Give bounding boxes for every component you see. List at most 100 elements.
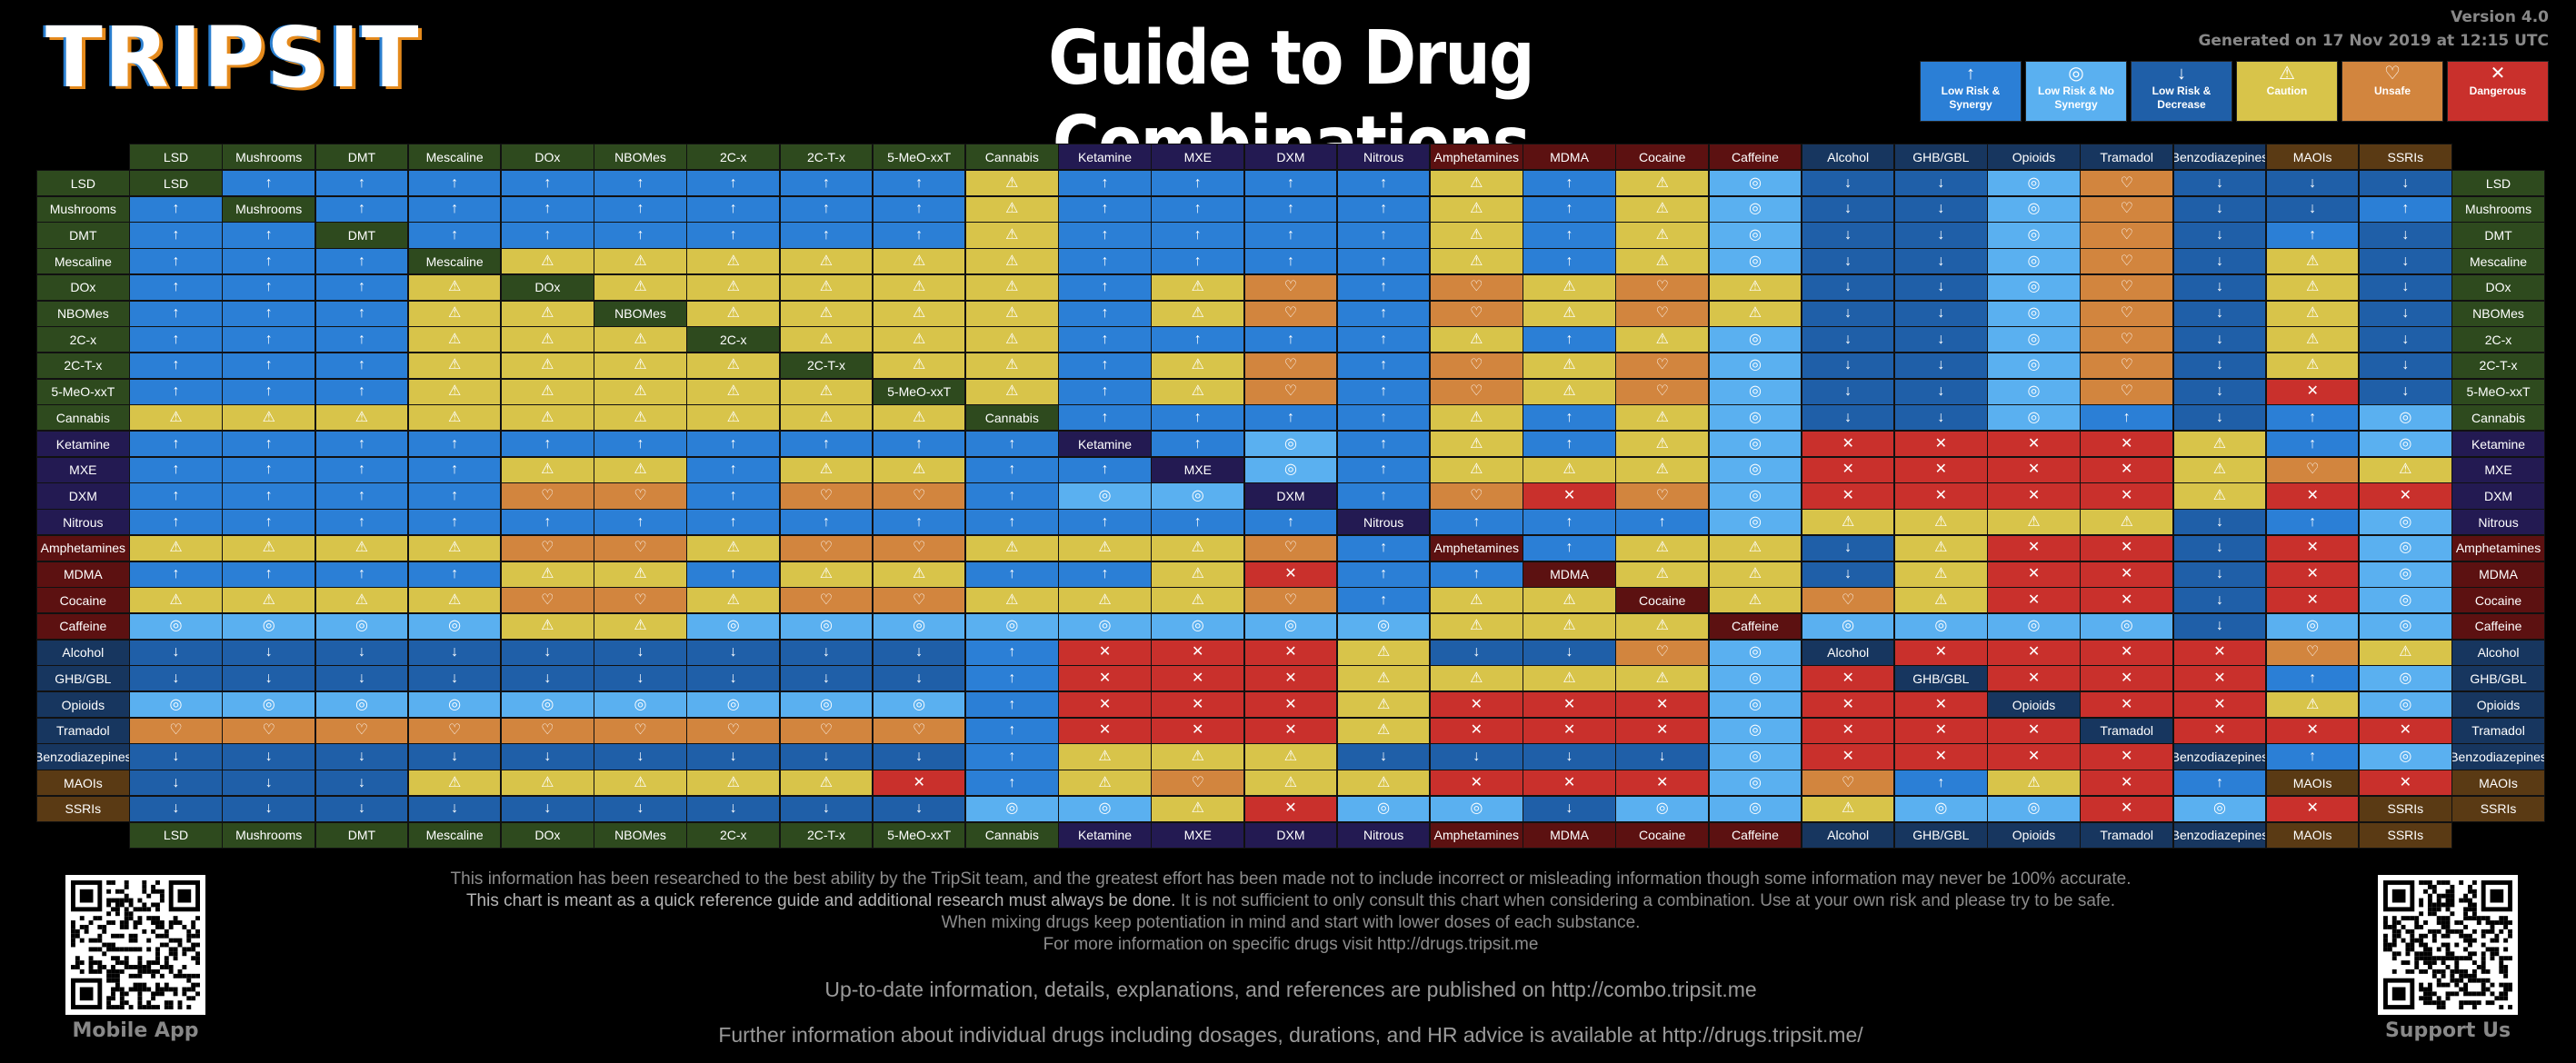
column-header[interactable]: SSRIs [2359, 144, 2452, 171]
combo-cell[interactable]: ⚠ [407, 587, 502, 614]
combo-cell[interactable]: ⚠ [779, 561, 874, 588]
column-footer[interactable]: LSD [129, 821, 223, 849]
combo-cell[interactable]: ↑ [222, 431, 316, 458]
combo-cell[interactable]: ◎ [2080, 612, 2174, 641]
combo-cell[interactable]: ✕ [2359, 482, 2452, 510]
row-header-right[interactable]: Tramadol [2451, 717, 2545, 744]
combo-cell[interactable]: ⚠ [2265, 326, 2360, 353]
combo-cell[interactable]: ⚠ [594, 273, 687, 301]
combo-cell[interactable]: ♡ [501, 482, 594, 510]
combo-cell[interactable]: ↓ [407, 743, 502, 770]
combo-cell[interactable]: ↓ [2359, 273, 2452, 301]
column-header[interactable]: GHB/GBL [1894, 144, 1988, 171]
combo-cell[interactable]: ♡ [1430, 273, 1523, 301]
combo-cell[interactable]: ♡ [1243, 273, 1338, 301]
column-footer[interactable]: Mescaline [407, 821, 502, 849]
combo-cell[interactable]: ⚠ [501, 248, 594, 275]
column-header[interactable]: Mescaline [407, 144, 502, 171]
diagonal-cell[interactable]: DOx [501, 273, 594, 301]
combo-cell[interactable]: ⚠ [315, 587, 409, 614]
combo-cell[interactable]: ⚠ [594, 352, 687, 380]
combo-cell[interactable]: ♡ [1615, 639, 1710, 666]
combo-cell[interactable]: ↑ [872, 195, 966, 223]
combo-cell[interactable]: ♡ [2265, 639, 2360, 666]
combo-cell[interactable]: ◎ [2359, 534, 2452, 561]
combo-cell[interactable]: ↑ [965, 770, 1059, 797]
combo-cell[interactable]: ✕ [1430, 691, 1523, 719]
combo-cell[interactable]: ◎ [1151, 482, 1245, 510]
combo-cell[interactable]: ⚠ [1615, 222, 1710, 249]
combo-cell[interactable]: ↓ [872, 639, 966, 666]
combo-cell[interactable]: ◎ [872, 612, 966, 641]
combo-cell[interactable]: ↓ [2172, 195, 2267, 223]
combo-cell[interactable]: ✕ [1894, 456, 1988, 483]
combo-cell[interactable]: ↓ [222, 743, 316, 770]
row-header-right[interactable]: MXE [2451, 456, 2545, 483]
combo-cell[interactable]: ✕ [2265, 587, 2360, 614]
combo-cell[interactable]: ⚠ [1708, 561, 1802, 588]
column-header[interactable]: DXM [1243, 144, 1338, 171]
combo-cell[interactable]: ♡ [2080, 352, 2174, 380]
combo-cell[interactable]: ◎ [2359, 509, 2452, 536]
combo-cell[interactable]: ⚠ [1336, 717, 1431, 744]
combo-cell[interactable]: ⚠ [686, 273, 781, 301]
combo-cell[interactable]: ↑ [1523, 170, 1616, 197]
combo-cell[interactable]: ↓ [686, 639, 781, 666]
combo-cell[interactable]: ↓ [1336, 743, 1431, 770]
combo-cell[interactable]: ↓ [407, 795, 502, 822]
row-header[interactable]: Nitrous [36, 509, 130, 536]
combo-cell[interactable]: ⚠ [1430, 248, 1523, 275]
row-header-right[interactable]: GHB/GBL [2451, 665, 2545, 692]
combo-cell[interactable]: ⚠ [315, 404, 409, 432]
combo-cell[interactable]: ⚠ [1523, 456, 1616, 483]
combo-cell[interactable]: ◎ [315, 612, 409, 641]
combo-cell[interactable]: ↑ [779, 509, 874, 536]
combo-cell[interactable]: ↑ [965, 691, 1059, 719]
row-header-right[interactable]: Alcohol [2451, 639, 2545, 666]
column-footer[interactable]: DMT [315, 821, 409, 849]
combo-cell[interactable]: ↑ [1523, 509, 1616, 536]
column-header[interactable]: Mushrooms [222, 144, 316, 171]
combo-cell[interactable]: ↓ [2359, 300, 2452, 327]
column-header[interactable]: Alcohol [1801, 144, 1895, 171]
combo-cell[interactable]: ⚠ [779, 770, 874, 797]
combo-cell[interactable]: ♡ [222, 717, 316, 744]
combo-cell[interactable]: ♡ [2080, 248, 2174, 275]
combo-cell[interactable]: ↑ [501, 509, 594, 536]
row-header[interactable]: Caffeine [36, 612, 130, 641]
combo-cell[interactable]: ◎ [1058, 482, 1152, 510]
combo-cell[interactable]: ↑ [407, 431, 502, 458]
combo-cell[interactable]: ↑ [129, 456, 223, 483]
combo-cell[interactable]: ↓ [1801, 404, 1895, 432]
combo-cell[interactable]: ⚠ [1615, 612, 1710, 641]
combo-cell[interactable]: ◎ [1708, 195, 1802, 223]
combo-cell[interactable]: ↑ [686, 170, 781, 197]
combo-cell[interactable]: ↓ [2172, 378, 2267, 405]
row-header-right[interactable]: MAOIs [2451, 770, 2545, 797]
column-footer[interactable]: Opioids [1987, 821, 2081, 849]
combo-cell[interactable]: ↑ [1151, 222, 1245, 249]
combo-cell[interactable]: ♡ [1243, 300, 1338, 327]
combo-cell[interactable]: ↓ [2359, 352, 2452, 380]
combo-cell[interactable]: ⚠ [2172, 482, 2267, 510]
combo-cell[interactable]: ♡ [872, 587, 966, 614]
combo-cell[interactable]: ⚠ [1430, 404, 1523, 432]
combo-cell[interactable]: ↓ [686, 743, 781, 770]
combo-cell[interactable]: ↓ [2265, 170, 2360, 197]
combo-cell[interactable]: ↓ [2359, 248, 2452, 275]
diagonal-cell[interactable]: DXM [1243, 482, 1338, 510]
combo-cell[interactable]: ↑ [1058, 170, 1152, 197]
combo-cell[interactable]: ◎ [407, 691, 502, 719]
column-footer[interactable]: SSRIs [2359, 821, 2452, 849]
combo-cell[interactable]: ↓ [2172, 509, 2267, 536]
combo-cell[interactable]: ↑ [1058, 195, 1152, 223]
combo-cell[interactable]: ↓ [2359, 326, 2452, 353]
combo-cell[interactable]: ↑ [1523, 326, 1616, 353]
combo-cell[interactable]: ◎ [1987, 195, 2081, 223]
combo-cell[interactable]: ↓ [2172, 587, 2267, 614]
combo-cell[interactable]: ✕ [2080, 482, 2174, 510]
combo-cell[interactable]: ◎ [2359, 431, 2452, 458]
combo-cell[interactable]: ↑ [129, 378, 223, 405]
combo-cell[interactable]: ↓ [1801, 195, 1895, 223]
combo-cell[interactable]: ✕ [1523, 770, 1616, 797]
